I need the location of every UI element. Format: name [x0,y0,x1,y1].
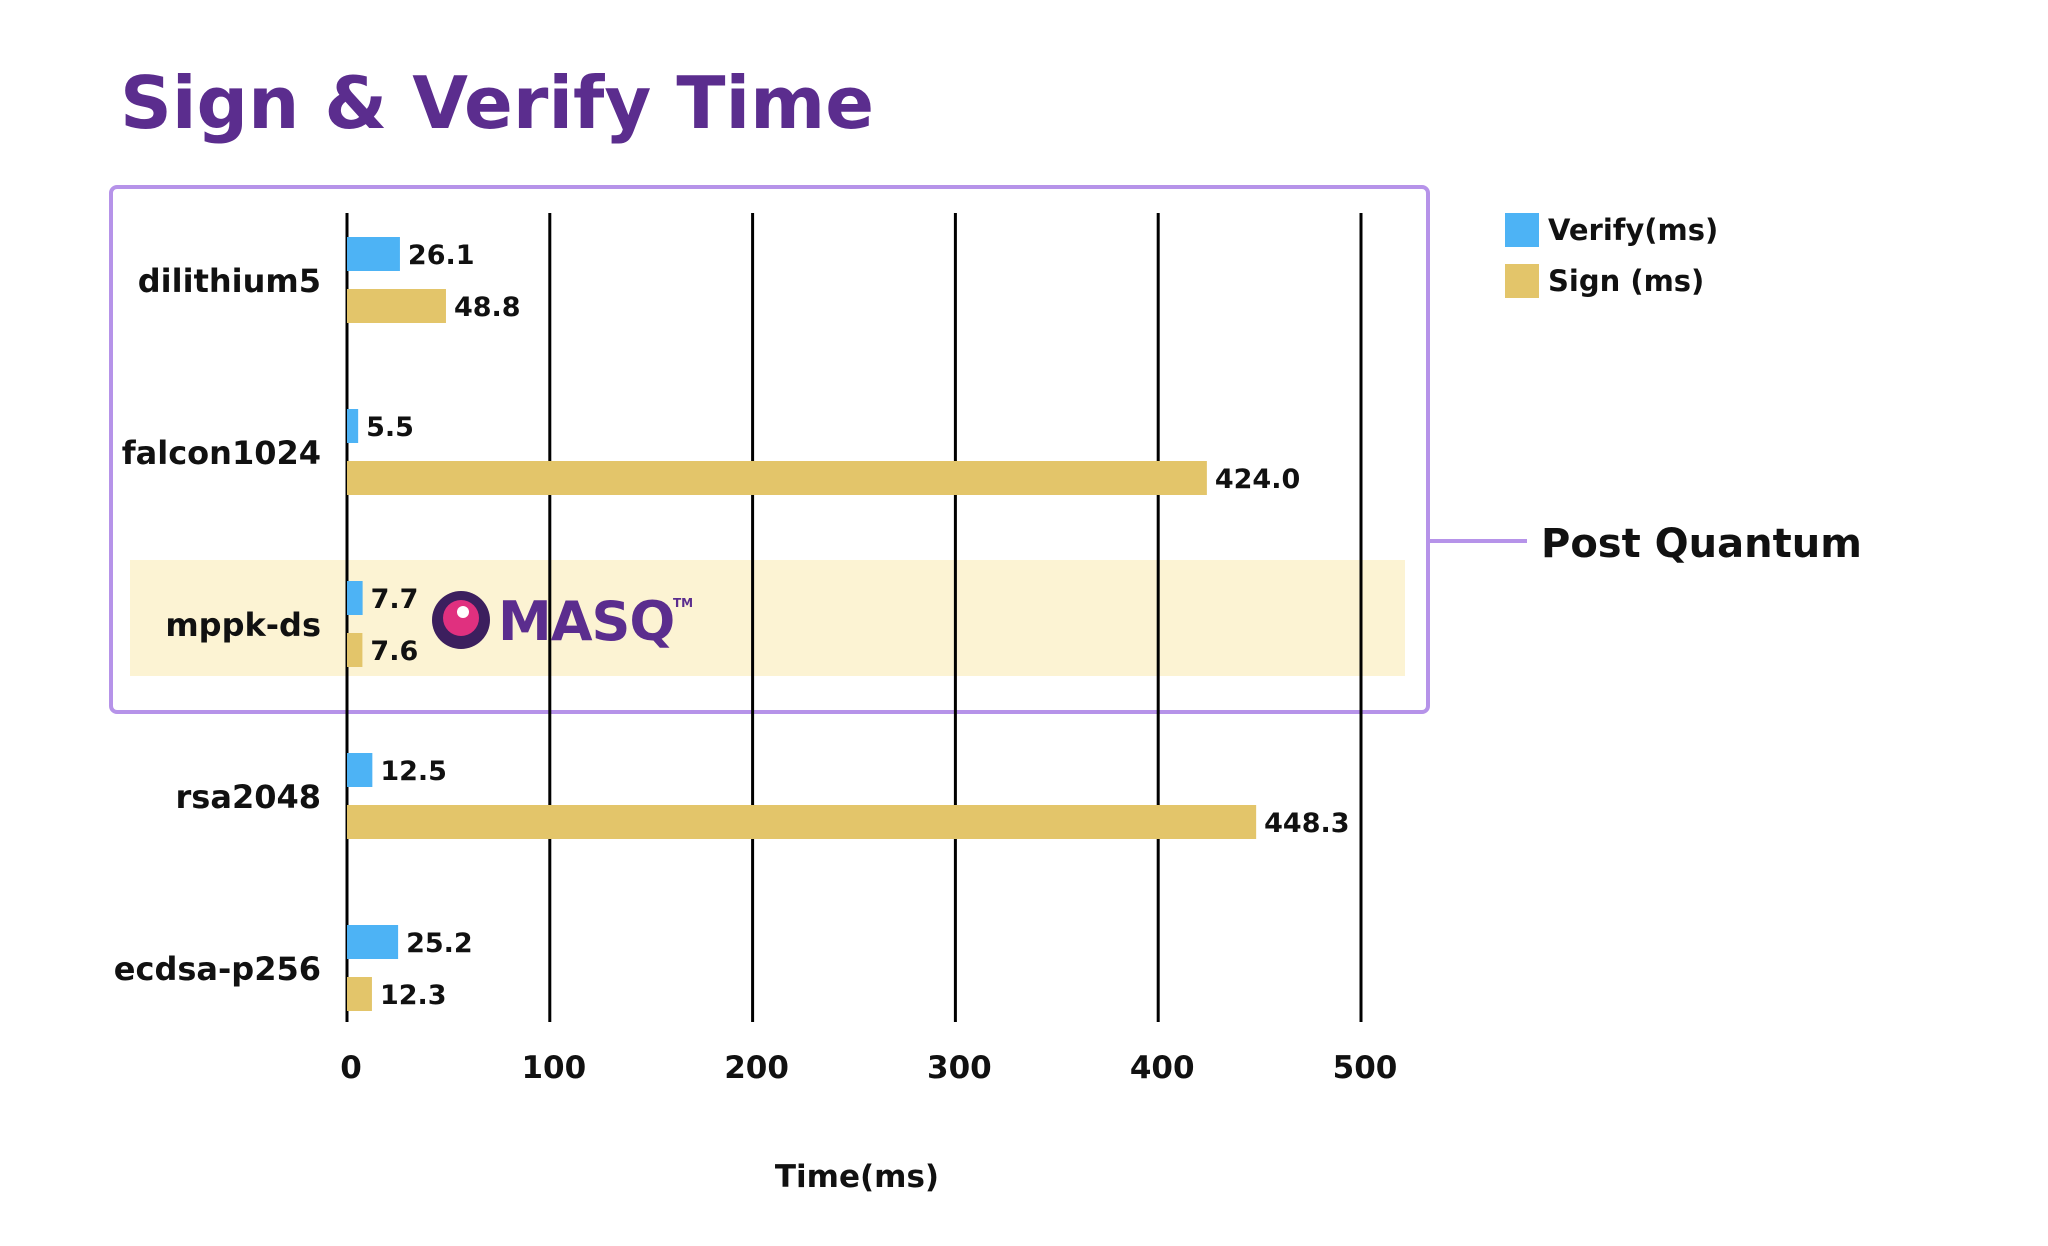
x-tick-label: 400 [1130,1050,1195,1086]
masq-logo-text: MASQ [498,590,674,653]
category-label-mppk-ds: mppk-ds [165,606,321,644]
bars [347,237,1257,1011]
post-quantum-label: Post Quantum [1541,521,1862,567]
x-tick-label: 100 [521,1050,586,1086]
category-label-rsa2048: rsa2048 [176,778,321,816]
data-label-sign-mppk-ds: 7.6 [370,636,418,667]
data-label-verify-rsa2048: 12.5 [380,756,447,787]
data-label-sign-rsa2048: 448.3 [1264,808,1349,839]
post-quantum-group-frame [109,185,1430,714]
bar-sign-mppk-ds [347,633,363,667]
labels: 0 100 200 300 400 500 dilithium5 26.1 48.8 falcon… [114,240,1398,1086]
x-tick-label: 0 [340,1050,362,1086]
bar-sign-ecdsa-p256 [347,977,372,1011]
category-label-falcon1024: falcon1024 [122,434,321,472]
bar-verify-ecdsa-p256 [347,925,399,959]
data-label-sign-falcon1024: 424.0 [1215,464,1300,495]
x-axis-title: Time(ms) [775,1159,939,1195]
masq-logo-tm: TM [673,596,693,610]
bar-sign-rsa2048 [347,805,1257,839]
category-label-ecdsa-p256: ecdsa-p256 [114,950,321,988]
legend-label-verify: Verify(ms) [1548,213,1718,247]
category-label-dilithium5: dilithium5 [138,262,321,300]
bar-verify-falcon1024 [347,409,359,443]
data-label-verify-mppk-ds: 7.7 [371,584,419,615]
masq-logo-dot [457,606,469,618]
data-label-sign-ecdsa-p256: 12.3 [380,980,447,1011]
legend-label-sign: Sign (ms) [1548,264,1704,298]
x-tick-label: 300 [927,1050,992,1086]
legend: Verify(ms) Sign (ms) [1505,213,1718,298]
bar-sign-falcon1024 [347,461,1207,495]
bar-verify-dilithium5 [347,237,400,271]
bar-verify-mppk-ds [347,581,363,615]
bar-verify-rsa2048 [347,753,373,787]
data-label-verify-falcon1024: 5.5 [366,412,414,443]
page-title: Sign & Verify Time [120,61,874,145]
grid-lines [345,213,1363,1022]
masq-logo-inner [443,600,479,636]
x-tick-label: 500 [1333,1050,1398,1086]
masq-logo: MASQ TM [432,590,693,653]
bar-sign-dilithium5 [347,289,446,323]
highlight-band-mppk-ds [130,560,1405,676]
data-label-verify-dilithium5: 26.1 [408,240,475,271]
legend-swatch-verify [1505,213,1539,247]
data-label-sign-dilithium5: 48.8 [454,292,521,323]
x-tick-label: 200 [724,1050,789,1086]
data-label-verify-ecdsa-p256: 25.2 [406,928,473,959]
legend-swatch-sign [1505,264,1539,298]
